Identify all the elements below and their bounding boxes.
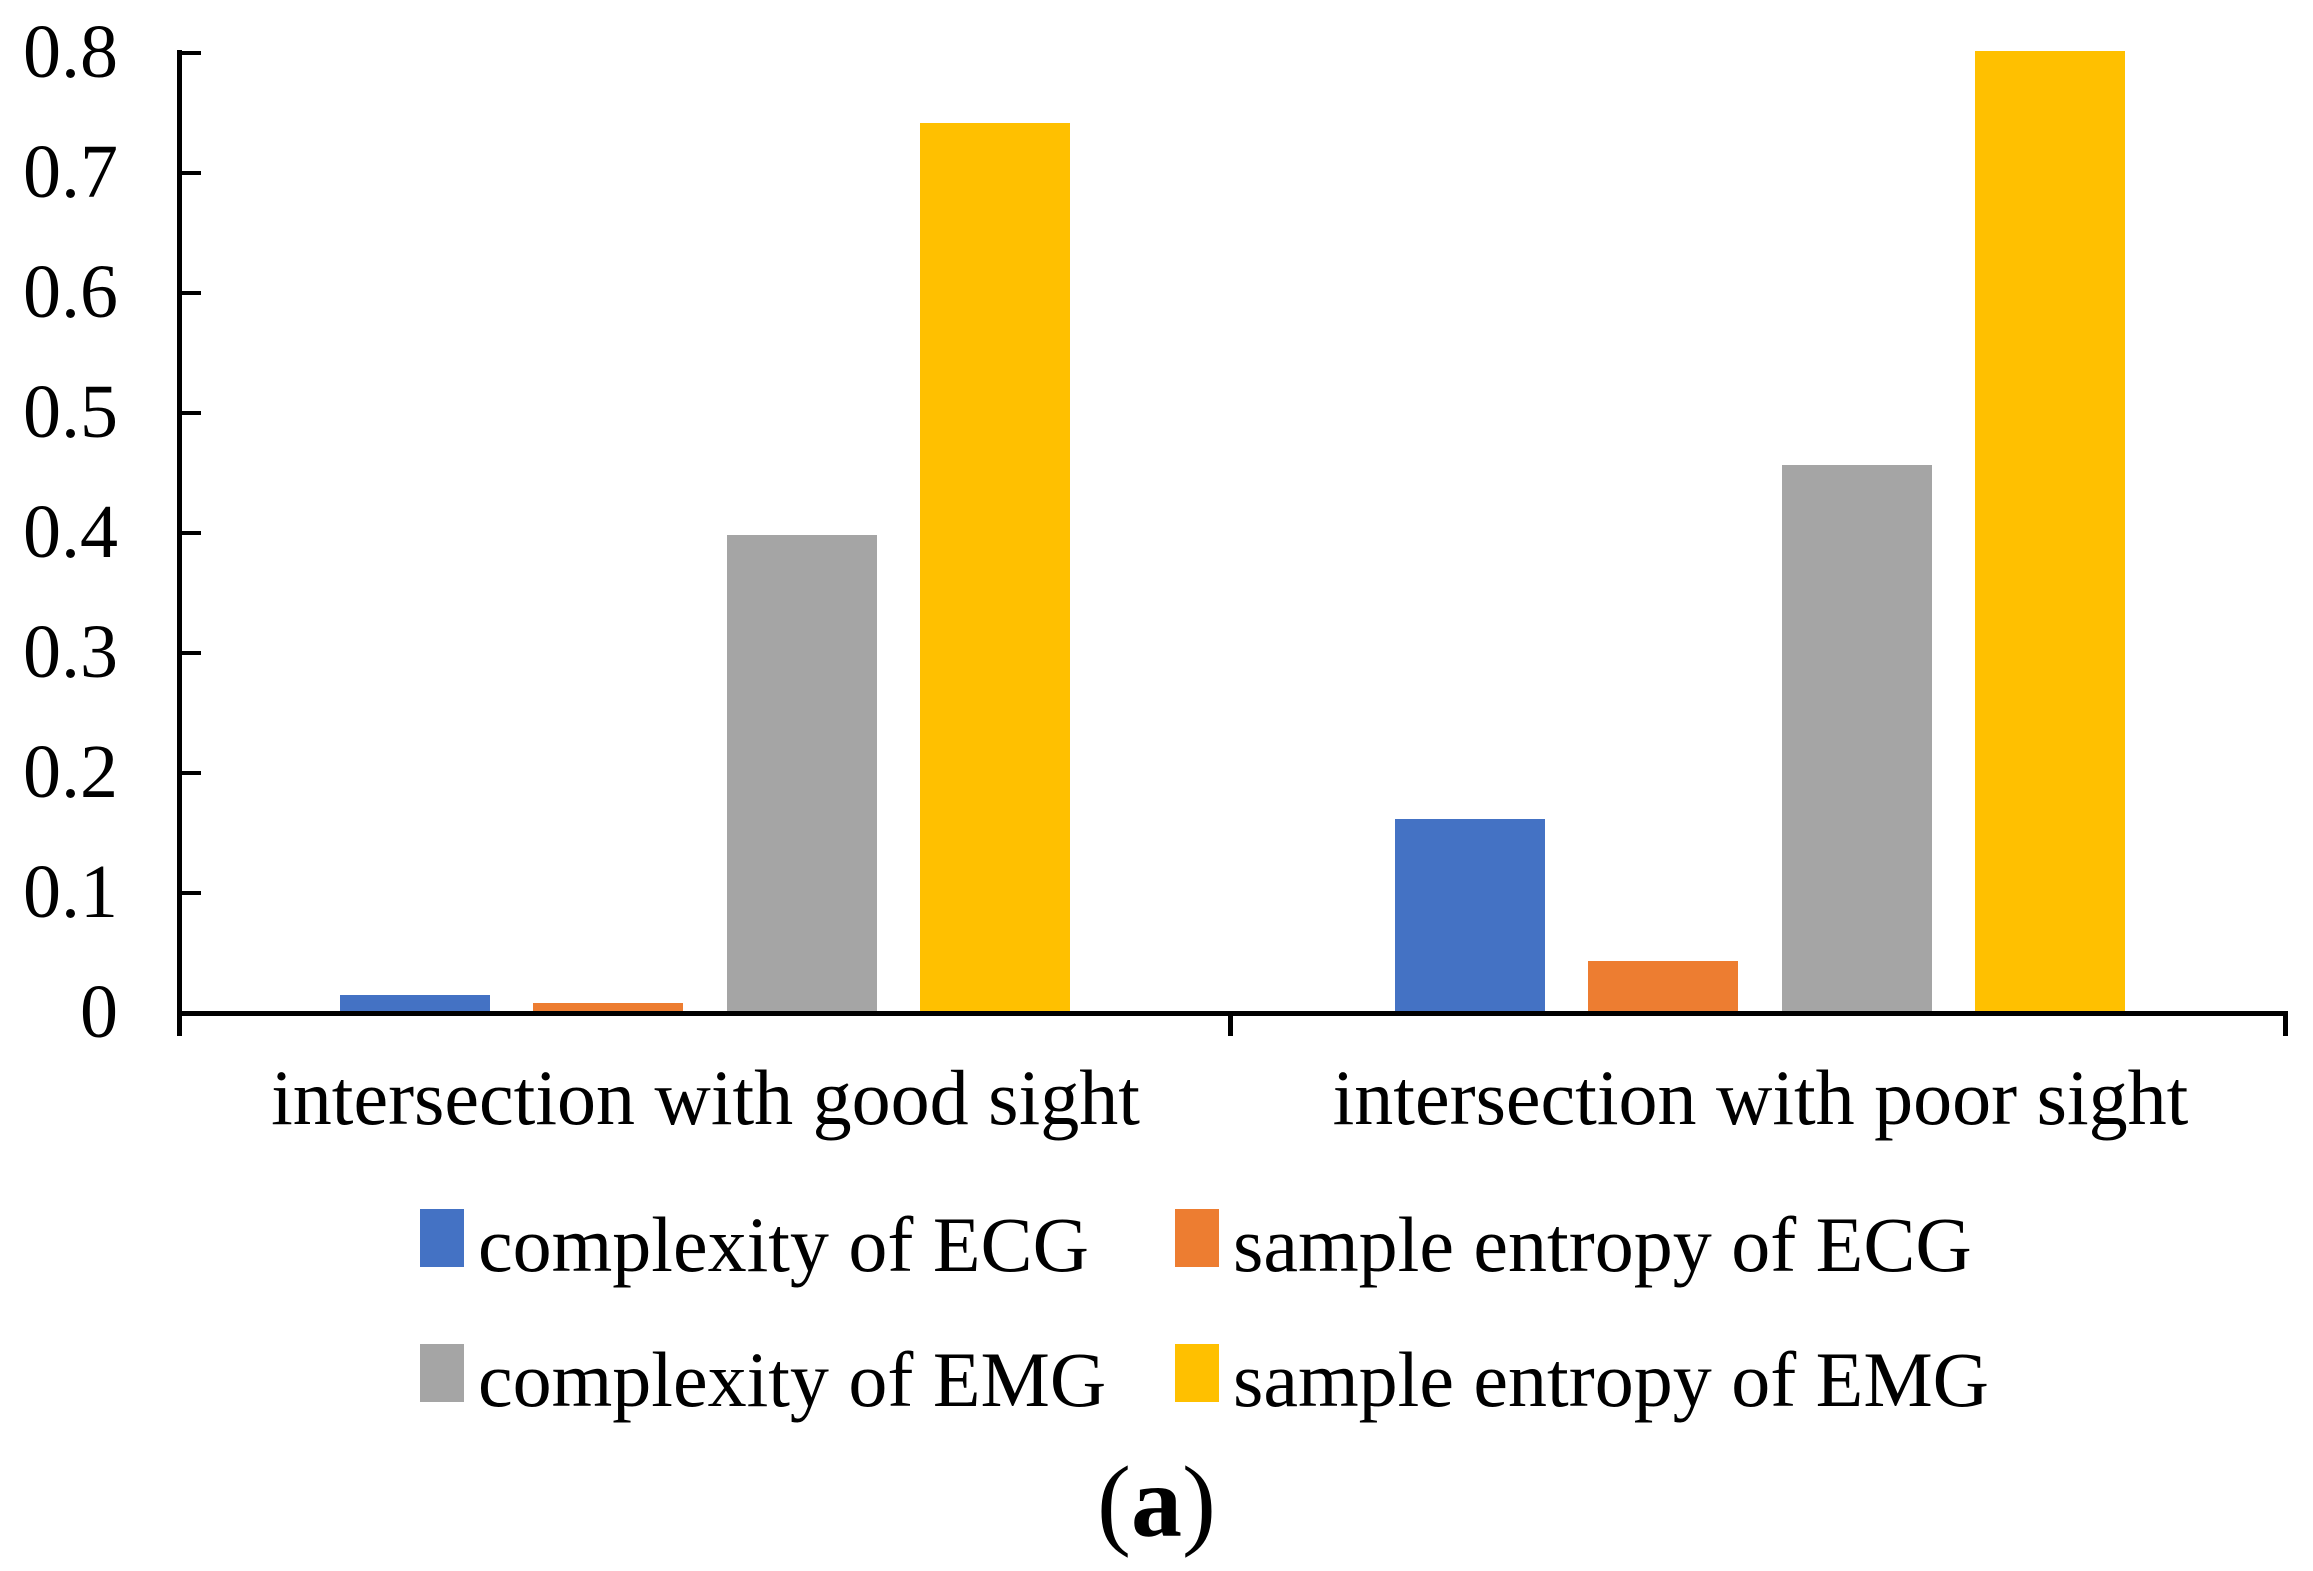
y-tick-mark bbox=[179, 291, 201, 295]
bar-complexity-of-emg bbox=[727, 535, 877, 1011]
y-tick-mark bbox=[179, 771, 201, 775]
y-tick-label: 0 bbox=[80, 970, 118, 1054]
y-tick-label: 0.1 bbox=[23, 850, 118, 934]
y-tick-label: 0.4 bbox=[23, 490, 118, 574]
caption-close-paren: ) bbox=[1182, 1446, 1216, 1559]
legend-swatch-complexity-of-emg bbox=[420, 1344, 464, 1402]
y-tick-label: 0.7 bbox=[23, 130, 118, 214]
y-tick-mark bbox=[179, 411, 201, 415]
y-tick-label: 0.8 bbox=[23, 10, 118, 94]
y-tick-mark bbox=[179, 51, 201, 55]
legend-label: complexity of ECG bbox=[478, 1201, 1089, 1288]
legend-item: sample entropy of ECG bbox=[1175, 1195, 1972, 1295]
legend-item: sample entropy of EMG bbox=[1175, 1330, 1989, 1430]
bar-sample-entropy-of-ecg bbox=[1588, 961, 1738, 1011]
caption-open-paren: ( bbox=[1097, 1446, 1131, 1559]
legend-item: complexity of EMG bbox=[420, 1330, 1106, 1430]
figure-caption: (a) bbox=[0, 1448, 2313, 1558]
y-tick-mark bbox=[179, 171, 201, 175]
legend-label: sample entropy of EMG bbox=[1233, 1336, 1990, 1423]
x-axis-line bbox=[177, 1011, 2288, 1016]
legend-label: sample entropy of ECG bbox=[1233, 1201, 1972, 1288]
category-label: intersection with good sight bbox=[271, 1054, 1140, 1141]
legend-item: complexity of ECG bbox=[420, 1195, 1089, 1295]
axis-end-tick bbox=[2283, 1016, 2288, 1036]
y-tick-label: 0.2 bbox=[23, 730, 118, 814]
legend-swatch-sample-entropy-of-ecg bbox=[1175, 1209, 1219, 1267]
category-divider-tick bbox=[1228, 1016, 1233, 1036]
bar-complexity-of-ecg bbox=[340, 995, 490, 1011]
y-tick-mark bbox=[179, 651, 201, 655]
y-tick-label: 0.6 bbox=[23, 250, 118, 334]
category-label: intersection with poor sight bbox=[1332, 1054, 2189, 1141]
bar-complexity-of-emg bbox=[1782, 465, 1932, 1011]
caption-letter: a bbox=[1131, 1446, 1182, 1559]
y-tick-mark bbox=[179, 891, 201, 895]
legend-swatch-complexity-of-ecg bbox=[420, 1209, 464, 1267]
bar-sample-entropy-of-ecg bbox=[533, 1003, 683, 1011]
bar-complexity-of-ecg bbox=[1395, 819, 1545, 1011]
y-tick-mark bbox=[179, 531, 201, 535]
y-axis-line bbox=[177, 50, 182, 1036]
y-tick-label: 0.5 bbox=[23, 370, 118, 454]
legend-swatch-sample-entropy-of-emg bbox=[1175, 1344, 1219, 1402]
y-tick-label: 0.3 bbox=[23, 610, 118, 694]
bar-sample-entropy-of-emg bbox=[1975, 51, 2125, 1011]
bar-sample-entropy-of-emg bbox=[920, 123, 1070, 1011]
legend-label: complexity of EMG bbox=[478, 1336, 1107, 1423]
